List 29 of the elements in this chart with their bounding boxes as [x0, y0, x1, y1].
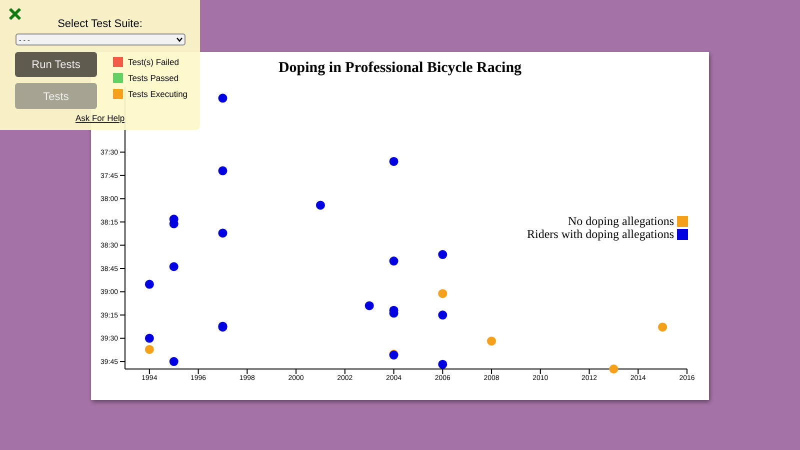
text: Test(s) Failed	[128, 57, 180, 67]
point	[487, 336, 496, 346]
point	[144, 344, 154, 354]
point	[218, 228, 228, 238]
point	[169, 262, 178, 272]
point	[218, 94, 228, 103]
point	[169, 357, 178, 366]
point	[364, 301, 374, 310]
text: Select Test Suite:	[58, 18, 142, 30]
point	[438, 310, 448, 320]
text: Tests Passed	[128, 73, 179, 83]
point	[438, 360, 448, 369]
point	[144, 334, 154, 343]
point	[389, 256, 398, 266]
point	[389, 156, 398, 166]
point	[316, 200, 325, 210]
legend-label: Riders with doping allegations	[527, 227, 674, 241]
legend-label: No doping allegations	[568, 214, 674, 228]
annotation: Tests Executing	[128, 89, 188, 99]
text: Ask For Help	[75, 113, 125, 123]
point	[218, 166, 228, 176]
point	[658, 322, 668, 332]
point	[438, 250, 448, 260]
point	[609, 364, 618, 374]
point	[438, 289, 448, 298]
chart-title: Doping in Professional Bicycle Racing	[278, 60, 522, 76]
text: Run Tests	[32, 59, 81, 71]
point	[144, 280, 154, 289]
text: Tests	[43, 91, 70, 103]
